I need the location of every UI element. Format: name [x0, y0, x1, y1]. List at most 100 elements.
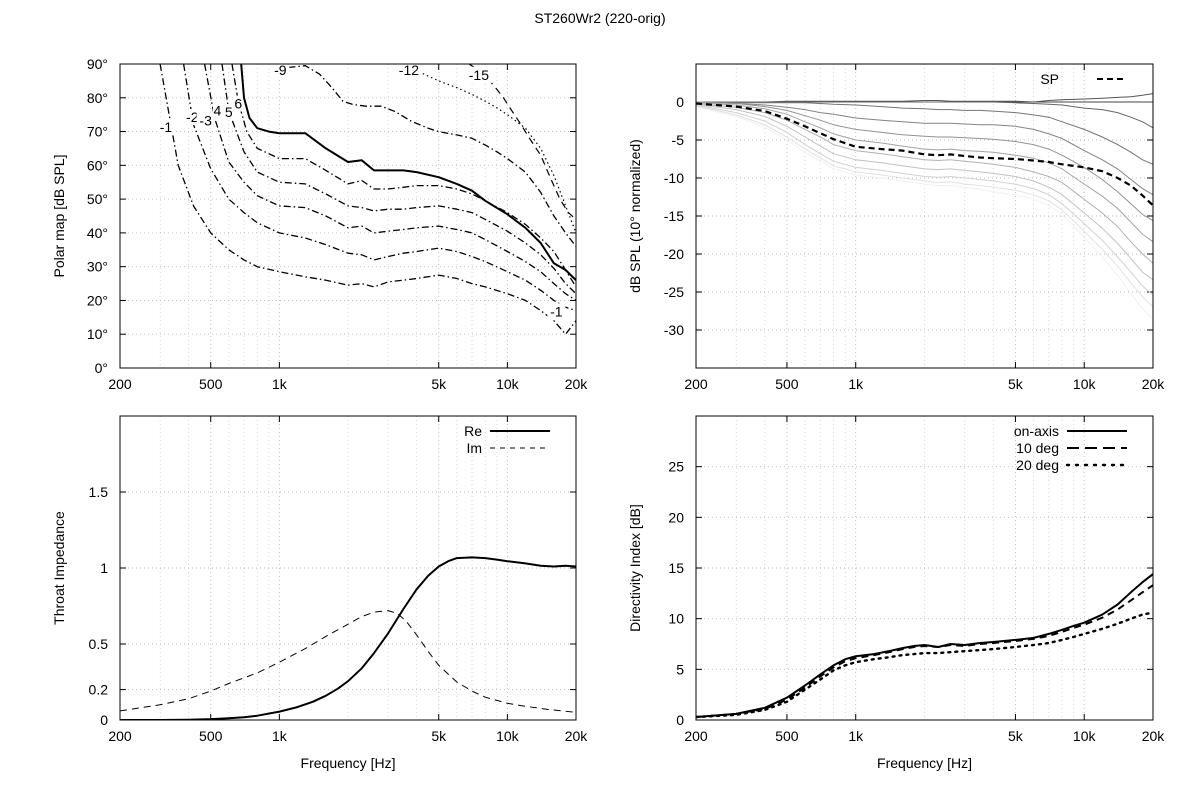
y-tick-label: 5	[676, 661, 684, 677]
x-tick-label: 5k	[1008, 728, 1024, 744]
x-tick-label: 20k	[1142, 728, 1166, 744]
spl-angle-curve-8	[696, 103, 1153, 281]
series-line-0	[159, 64, 576, 335]
contour-label-bg	[156, 119, 175, 136]
y-tick-label: 15	[668, 560, 684, 576]
x-axis-label: Frequency [Hz]	[301, 755, 396, 771]
y-tick-label: -30	[664, 322, 684, 338]
plot-frame	[119, 415, 577, 721]
x-tick-label: 10k	[496, 376, 520, 392]
spl-angle-curve-2	[696, 101, 1153, 129]
contour-label: -12	[399, 62, 419, 78]
x-tick-label: 5k	[431, 728, 447, 744]
contour-label-bg	[196, 112, 215, 129]
y-tick-label: 20°	[87, 292, 108, 308]
spl-angle-curve-4	[696, 101, 1153, 196]
contour-label-bg	[233, 95, 243, 112]
x-tick-label: 500	[775, 376, 799, 392]
x-tick-label: 200	[684, 376, 708, 392]
x-tick-label: 5k	[431, 376, 447, 392]
x-tick-label: 500	[775, 728, 799, 744]
series-line-1	[696, 584, 1153, 718]
y-tick-label: -15	[664, 208, 684, 224]
plot-frame	[119, 63, 577, 369]
contour-label-bg	[547, 303, 566, 320]
y-tick-label: 0°	[95, 360, 108, 376]
x-tick-label: 1k	[272, 728, 288, 744]
y-tick-label: 60°	[87, 157, 108, 173]
contour-label: 6	[234, 96, 242, 112]
y-tick-label: 50°	[87, 191, 108, 207]
plot-frame	[695, 63, 1154, 369]
x-tick-label: 500	[199, 376, 223, 392]
legend-label: Re	[464, 423, 482, 439]
spl-angle-curve-11	[696, 106, 1153, 320]
spl-angle-curve-9	[696, 104, 1153, 296]
x-tick-label: 500	[199, 728, 223, 744]
series-line-4	[231, 64, 576, 288]
series-line-7	[397, 64, 576, 234]
y-tick-label: 80°	[87, 90, 108, 106]
plot-area	[696, 573, 1153, 719]
x-tick-label: 5k	[1008, 376, 1024, 392]
series-line-1	[182, 64, 576, 312]
series-line-1	[120, 610, 576, 713]
y-tick-label: 10	[668, 611, 684, 627]
x-tick-label: 200	[684, 728, 708, 744]
y-tick-label: 10°	[87, 326, 108, 342]
spl-angle-curve-1	[696, 93, 1153, 103]
y-tick-label: 0	[100, 712, 108, 728]
spl-angle-curve-3	[696, 101, 1153, 165]
x-tick-label: 1k	[848, 728, 864, 744]
legend-label: 10 deg	[1016, 440, 1059, 456]
plot-area	[696, 93, 1153, 320]
y-tick-label: -10	[664, 170, 684, 186]
x-tick-label: 10k	[1073, 376, 1097, 392]
y-tick-label: 20	[668, 509, 684, 525]
x-tick-label: 1k	[848, 376, 864, 392]
legend-label: Im	[466, 440, 482, 456]
series-line-5	[240, 64, 576, 281]
y-tick-label: -20	[664, 246, 684, 262]
contour-label-bg	[395, 61, 423, 78]
y-axis-label: Throat Impedance	[51, 511, 67, 625]
series-line-0	[696, 102, 1153, 207]
x-tick-label: 10k	[496, 728, 520, 744]
legend-label: SP	[1040, 71, 1059, 87]
spl-angle-curve-6	[696, 102, 1153, 243]
y-tick-label: 25	[668, 459, 684, 475]
contour-label: -2	[186, 109, 199, 125]
y-axis-label: Polar map [dB SPL]	[51, 155, 67, 278]
polar-map-panel: 200 500 1k 5k 10k 20k 0° 10° 20° 30° 40° 50° 60° 70° 8…	[51, 56, 588, 392]
y-tick-label: 90°	[87, 56, 108, 72]
y-tick-label: 0.2	[89, 682, 109, 698]
y-tick-label: 0	[676, 712, 684, 728]
series-line-2	[696, 611, 1153, 719]
x-tick-label: 20k	[1142, 376, 1166, 392]
series-line-2	[203, 64, 576, 301]
y-tick-label: -25	[664, 284, 684, 300]
y-axis-label: dB SPL (10° normalized)	[627, 139, 643, 293]
series-line-0	[120, 556, 576, 720]
contour-label: -9	[274, 62, 287, 78]
spl-panel: 200 500 1k 5k 10k 20k 0 -5 -10 -15 -20 -25 -30 SP dB S…	[627, 63, 1166, 392]
y-tick-label: -5	[672, 132, 685, 148]
contour-label: -3	[199, 112, 212, 128]
legend-label: on-axis	[1014, 423, 1059, 439]
y-tick-label: 30°	[87, 259, 108, 275]
contour-label-bg	[271, 61, 290, 78]
x-tick-label: 20k	[565, 376, 589, 392]
contour-label-bg	[212, 102, 222, 119]
y-tick-label: 1	[100, 560, 108, 576]
series-line-6	[274, 64, 576, 247]
x-tick-label: 20k	[565, 728, 589, 744]
series-line-3	[221, 64, 576, 295]
figure-title: ST260Wr2 (220-orig)	[534, 10, 665, 26]
y-tick-label: 1.5	[89, 484, 109, 500]
legend-label: 20 deg	[1016, 457, 1059, 473]
contour-label: -1	[160, 119, 173, 135]
spl-angle-curve-5	[696, 101, 1153, 222]
